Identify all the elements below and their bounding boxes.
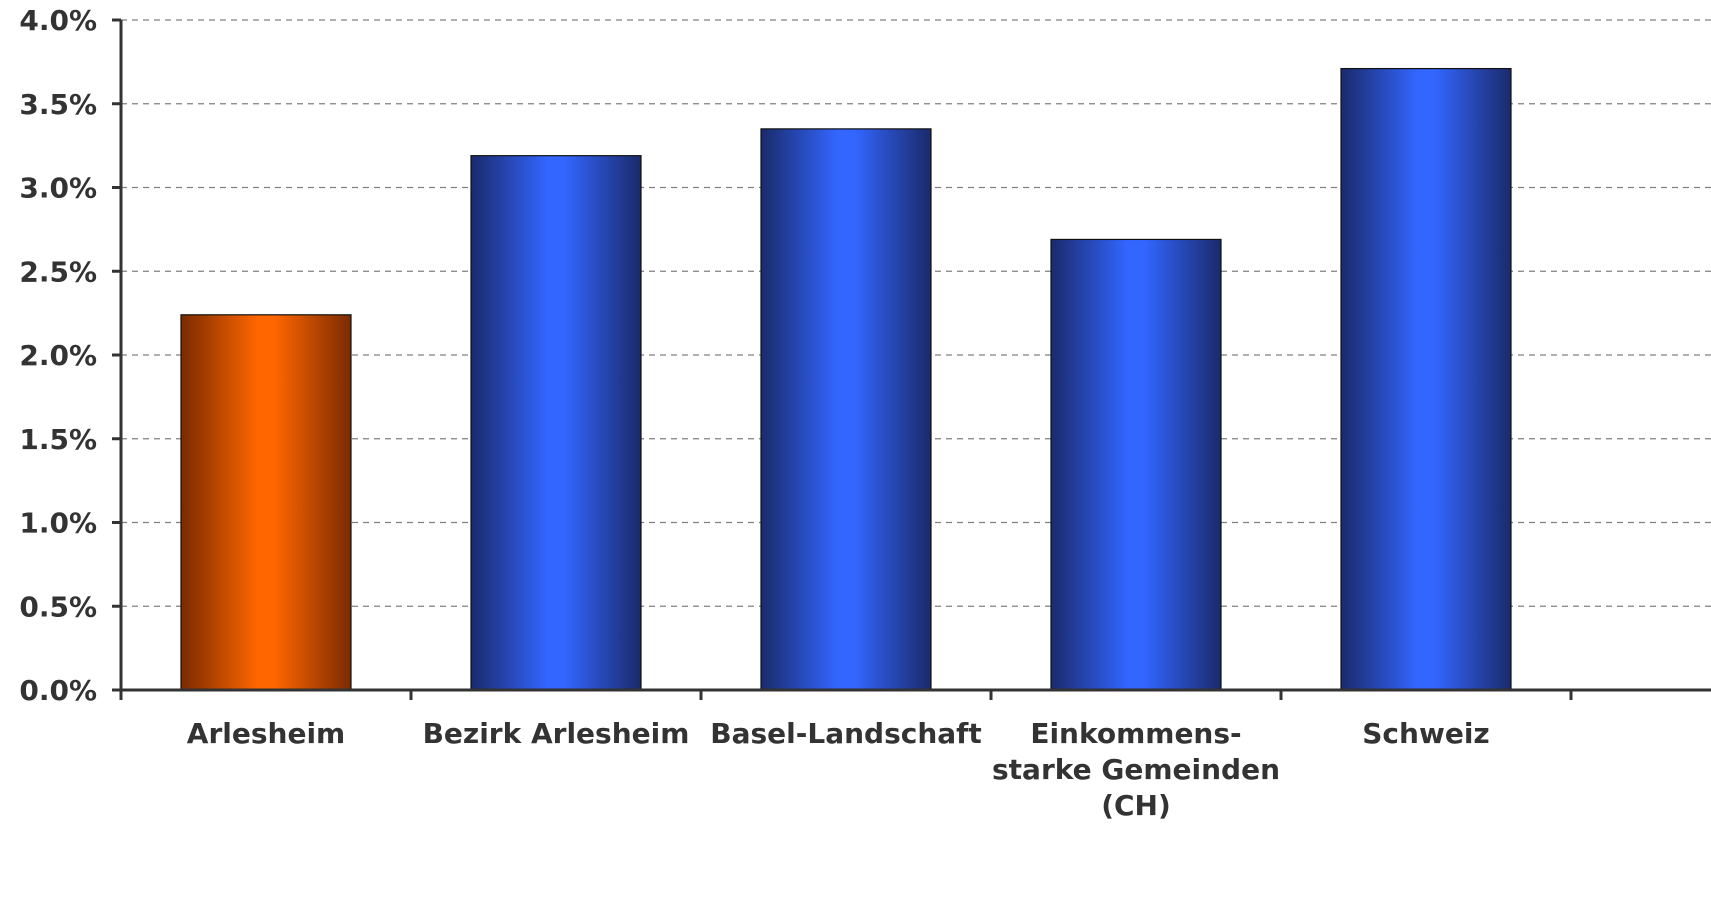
bar bbox=[1050, 238, 1222, 691]
axes bbox=[112, 18, 1711, 700]
y-tick-label: 1.5% bbox=[19, 423, 97, 456]
y-tick-label: 3.0% bbox=[19, 172, 97, 205]
x-category-label: Einkommens-starke Gemeinden (CH) bbox=[992, 717, 1280, 822]
y-tick-label: 0.5% bbox=[19, 590, 97, 623]
bar bbox=[180, 314, 352, 691]
y-tick-label: 3.5% bbox=[19, 88, 97, 121]
x-category-label: Bezirk Arlesheim bbox=[423, 717, 690, 750]
y-tick-label: 0.0% bbox=[19, 674, 97, 707]
y-tick-label: 2.0% bbox=[19, 339, 97, 372]
x-category-label: Basel-Landschaft bbox=[710, 717, 981, 750]
x-category-label: Schweiz bbox=[1362, 717, 1489, 750]
bar bbox=[1340, 67, 1512, 691]
bars bbox=[180, 67, 1512, 691]
x-category-labels: Arlesheim Bezirk Arlesheim Basel-Landschaf… bbox=[187, 717, 1490, 822]
bar bbox=[470, 155, 642, 691]
y-tick-label: 4.0% bbox=[19, 4, 97, 37]
x-category-label: Arlesheim bbox=[187, 717, 345, 750]
y-tick-label: 1.0% bbox=[19, 507, 97, 540]
y-tick-labels: 0.0% 0.5% 1.0% 1.5% 2.0% 2.5% 3.0% 3.5% 4.0% bbox=[19, 4, 97, 707]
bar bbox=[760, 128, 932, 691]
y-tick-label: 2.5% bbox=[19, 255, 97, 288]
